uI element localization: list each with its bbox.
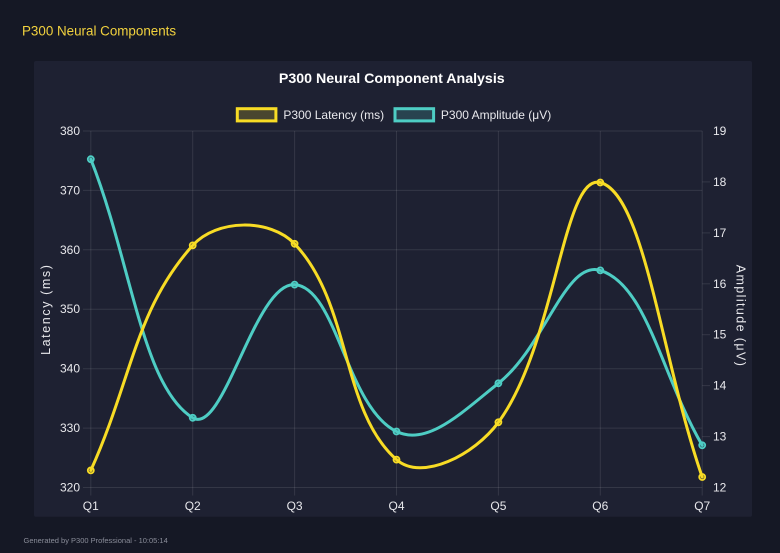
- svg-text:Q4: Q4: [388, 499, 404, 513]
- svg-text:16: 16: [713, 277, 727, 291]
- svg-text:Q6: Q6: [592, 499, 608, 513]
- svg-text:Q7: Q7: [694, 499, 710, 513]
- svg-text:13: 13: [713, 430, 727, 444]
- svg-text:380: 380: [60, 124, 80, 138]
- svg-text:350: 350: [60, 302, 80, 316]
- svg-text:18: 18: [713, 175, 727, 189]
- svg-text:Q5: Q5: [490, 499, 506, 513]
- svg-text:330: 330: [60, 421, 80, 435]
- svg-text:370: 370: [60, 183, 80, 197]
- svg-text:Q2: Q2: [185, 499, 201, 513]
- svg-text:P300 Latency (ms): P300 Latency (ms): [283, 108, 384, 122]
- svg-text:360: 360: [60, 243, 80, 257]
- svg-text:Q3: Q3: [287, 499, 303, 513]
- svg-text:15: 15: [713, 328, 727, 342]
- svg-text:Latency (ms): Latency (ms): [39, 263, 53, 354]
- svg-text:17: 17: [713, 226, 727, 240]
- svg-text:340: 340: [60, 362, 80, 376]
- svg-text:320: 320: [60, 481, 80, 495]
- svg-text:19: 19: [713, 124, 727, 138]
- svg-text:Generated by P300 Professional: Generated by P300 Professional - 10:05:1…: [24, 536, 168, 545]
- svg-text:12: 12: [713, 481, 727, 495]
- svg-text:P300 Neural Components: P300 Neural Components: [22, 23, 176, 38]
- svg-text:P300 Amplitude (μV): P300 Amplitude (μV): [441, 108, 551, 122]
- svg-text:Amplitude (μV): Amplitude (μV): [734, 265, 748, 368]
- svg-text:Q1: Q1: [83, 499, 99, 513]
- svg-text:14: 14: [713, 379, 727, 393]
- svg-text:P300 Neural Component Analysis: P300 Neural Component Analysis: [279, 71, 505, 87]
